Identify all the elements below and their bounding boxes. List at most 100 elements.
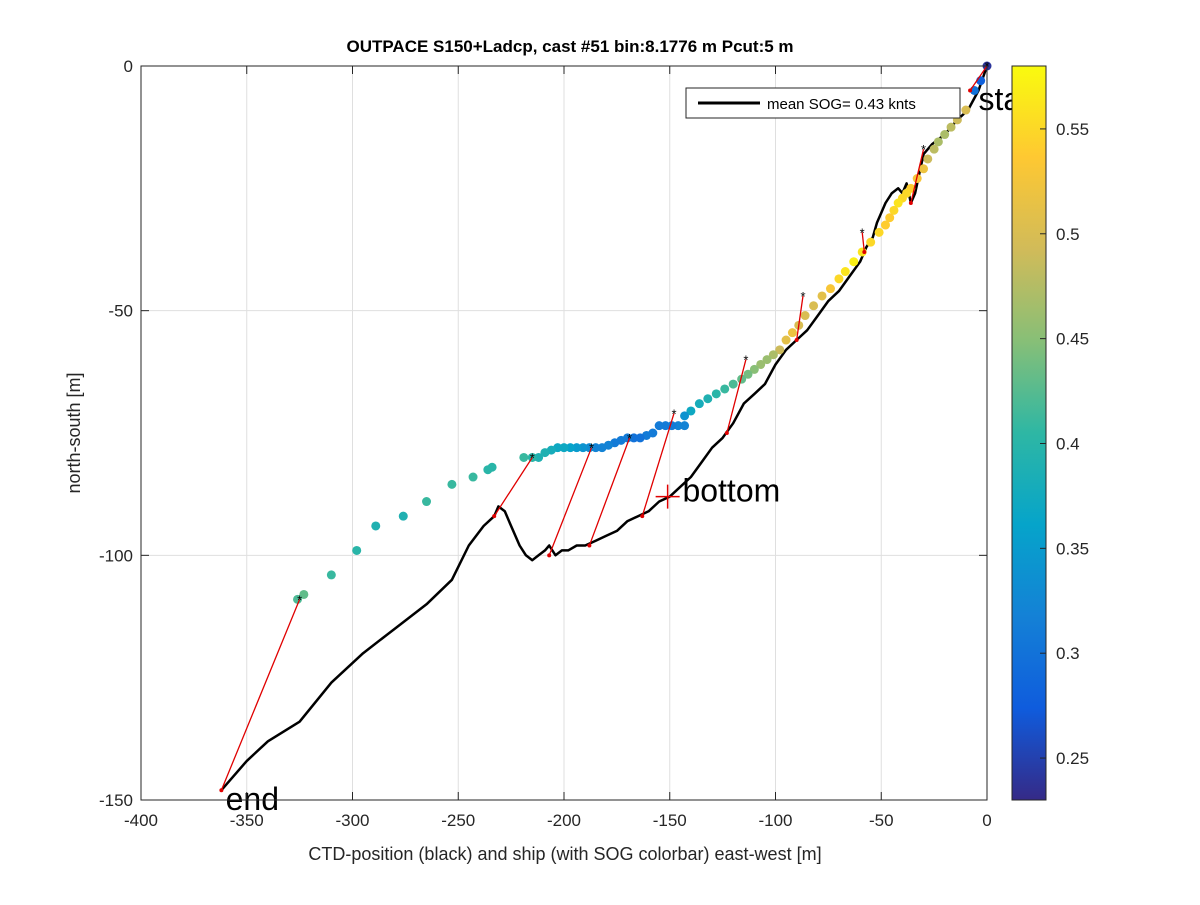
ship-point (447, 479, 457, 489)
tick-label-y: -150 (99, 791, 133, 810)
tick-label-y: -50 (108, 302, 133, 321)
ship-point (711, 389, 721, 399)
ship-point (768, 350, 778, 360)
ship-point (940, 130, 950, 140)
ship-point (326, 570, 336, 580)
ship-point (874, 227, 884, 237)
y-axis-label: north-south [m] (64, 372, 84, 493)
ship-point (720, 384, 730, 394)
ship-point (371, 521, 381, 531)
colorbar-layer: 0.25 0.3 0.35 0.4 0.45 0.5 0.55 (1011, 65, 1089, 801)
tick-layer: -400 -350 -300 -250 -200 -150 -100 -50 0 -150 -100… (99, 57, 992, 830)
ctd-marker (547, 553, 552, 558)
tick-label-x: -100 (758, 811, 792, 830)
ctd-marker (908, 201, 913, 206)
annotation-end: end (226, 781, 279, 817)
connection-line (548, 447, 593, 556)
legend-layer: mean SOG= 0.43 knts (685, 87, 961, 119)
ship-point (933, 137, 943, 147)
ship-point (584, 443, 594, 453)
ship-marker: * (530, 450, 535, 465)
ship-point (468, 472, 478, 482)
ship-point (673, 421, 683, 431)
connection-line (796, 295, 804, 341)
tick-label-x: -300 (335, 811, 369, 830)
ship-point (654, 421, 664, 431)
ship-point (775, 345, 785, 355)
ship-point (885, 213, 895, 223)
ship-point (686, 406, 696, 416)
ship-marker: * (297, 592, 302, 607)
ship-point (398, 511, 408, 521)
ship-point (680, 421, 690, 431)
ship-marker: * (743, 353, 748, 368)
colorbar-tick-label: 0.4 (1056, 434, 1080, 453)
ship-point (293, 594, 303, 604)
ctd-marker (640, 514, 645, 519)
ship-point (929, 144, 939, 154)
ship-point (728, 379, 738, 389)
ship-point (661, 421, 671, 431)
ship-point (422, 497, 432, 507)
ship-point (299, 589, 309, 599)
ship-point (817, 291, 827, 301)
ship-point (565, 443, 575, 453)
connection-line (726, 359, 747, 434)
tick-label-x: -250 (441, 811, 475, 830)
tick-label-y: 0 (124, 57, 133, 76)
tick-label-x: -150 (653, 811, 687, 830)
tick-label-x: -350 (230, 811, 264, 830)
ctd-marker (492, 514, 497, 519)
ship-point (840, 267, 850, 277)
ship-point (961, 105, 971, 115)
colorbar-tick-label: 0.25 (1056, 749, 1089, 768)
connection-line (969, 65, 988, 91)
connection-line (910, 149, 925, 204)
tick-label-x: -50 (869, 811, 894, 830)
ctd-track-line (220, 65, 989, 792)
tick-label-x: -400 (124, 811, 158, 830)
ship-point (866, 237, 876, 247)
ship-point (597, 443, 607, 453)
connection-line (641, 413, 675, 517)
colorbar-tick-label: 0.45 (1056, 330, 1089, 349)
ship-point (825, 284, 835, 294)
connection-line (861, 232, 865, 253)
ship-point (880, 220, 890, 230)
ship-point (743, 369, 753, 379)
ctd-layer (220, 65, 989, 792)
colorbar-tick-label: 0.5 (1056, 225, 1080, 244)
ctd-marker (724, 431, 729, 435)
ship-point (694, 399, 704, 409)
ship-point (483, 465, 493, 475)
ship-point (352, 545, 362, 555)
ship-point (893, 198, 903, 208)
ship-point (559, 443, 569, 453)
ship-point (635, 433, 645, 443)
colorbar-tick-label: 0.3 (1056, 644, 1080, 663)
x-axis-label: CTD-position (black) and ship (with SOG … (308, 844, 821, 864)
ship-point (800, 311, 810, 321)
ship-point (946, 122, 956, 132)
ship-point (781, 335, 791, 345)
tick-label-x: -200 (547, 811, 581, 830)
ship-point (849, 257, 859, 267)
annotation-bottom: bottom (682, 473, 780, 509)
ship-point (629, 433, 639, 443)
ship-marker: * (860, 225, 865, 240)
ctd-marker (862, 249, 867, 254)
grid-layer (141, 66, 987, 800)
ship-point (519, 452, 529, 462)
tick-label-y: -100 (99, 546, 133, 565)
legend-entry: mean SOG= 0.43 knts (767, 96, 916, 113)
ship-marker: * (589, 441, 594, 456)
ship-point (787, 328, 797, 338)
chart-title: OUTPACE S150+Ladcp, cast #51 bin:8.1776 … (346, 37, 793, 56)
ship-point (762, 355, 772, 365)
ship-point (889, 205, 899, 215)
ship-marker: * (671, 406, 676, 421)
ctd-marker (968, 88, 973, 93)
